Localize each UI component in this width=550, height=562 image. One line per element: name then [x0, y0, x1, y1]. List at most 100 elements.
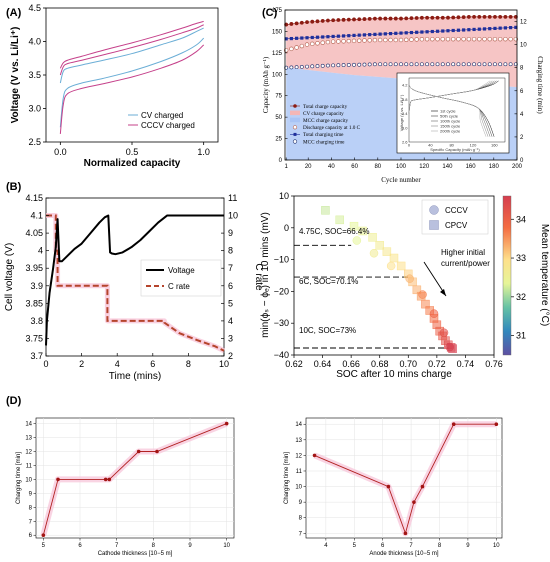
panel-label-c: (C): [262, 7, 278, 19]
point-total-charging-time: [388, 31, 393, 36]
point-discharge-capacity: [377, 37, 383, 43]
xlabel-soc: SOC after 10 mins charge: [336, 369, 452, 380]
point-total-charging-time: [289, 36, 293, 41]
x-tick-label-soc: 0.76: [485, 359, 503, 369]
point-discharge-capacity: [466, 36, 472, 42]
point-discharge-capacity: [445, 36, 451, 42]
inset-y-tick-label: 4.2: [402, 83, 408, 88]
inset-y-tick-label: 2.6: [402, 140, 408, 145]
ylabel-d1: Charging time [min]: [16, 452, 22, 504]
panel-soc-scatter: 0.62 0.64 0.66 0.68 0.70 0.72 0.74 0.76 10 0 −10 −2…: [260, 191, 550, 380]
point-total-charging-time: [425, 30, 429, 34]
x-tick-label-c: 100: [396, 164, 407, 170]
point-discharge-capacity: [325, 39, 331, 45]
y-tick-label-b: 4.05: [25, 228, 43, 238]
point-total-charge-capacity: [404, 16, 409, 21]
inset-x-tick-label: 80: [449, 143, 454, 148]
point-discharge-capacity: [336, 39, 341, 44]
y-tick-label-b: 3.85: [25, 298, 43, 308]
point-total-charge-capacity: [331, 18, 336, 23]
point-total-charge-capacity: [456, 15, 461, 20]
point-mcc-charging-time: [388, 62, 393, 67]
y-tick-label-d2: 14: [295, 422, 302, 428]
point-d2: [420, 484, 425, 489]
point-d1: [41, 533, 46, 538]
y-tick-label-d1: 11: [26, 463, 33, 469]
point-total-charging-time: [394, 31, 398, 35]
y-tick-label-d1: 13: [25, 436, 32, 442]
colorbar-label: Mean temperature (°C): [539, 224, 550, 326]
y-tick-label-d2: 8: [299, 516, 303, 522]
y-tick-label-d1: 14: [25, 422, 32, 428]
series-b: [45, 213, 226, 353]
point-total-charge-capacity: [493, 14, 497, 19]
y2-tick-label-c: 10: [520, 43, 527, 49]
point-total-charging-time: [284, 37, 288, 41]
legend-soc: CCCV CPCV: [421, 199, 489, 235]
y2label-b: C rate: [253, 263, 264, 291]
annotation-475c: 4.75C, SOC=66.4%: [299, 227, 369, 236]
x-tick-label-d1: 5: [42, 543, 46, 549]
y2-tick-label-c: 4: [520, 112, 524, 118]
x-tick-label-b: 0: [43, 359, 48, 369]
x-tick-label-c: 160: [466, 164, 477, 170]
point-discharge-capacity: [471, 36, 477, 42]
point-total-charge-capacity: [482, 14, 487, 19]
point-total-charging-time: [441, 29, 445, 33]
y-tick-label-b: 3.95: [25, 263, 43, 273]
point-discharge-capacity: [304, 42, 310, 47]
point-discharge-capacity: [435, 36, 440, 42]
series-soc: [294, 206, 457, 353]
x-tick-label-c: 180: [489, 164, 500, 170]
point-cccv: [439, 328, 449, 337]
x-tick-label-soc: 0.64: [314, 359, 332, 369]
y2-tick-label-c: 2: [520, 135, 524, 141]
legend-label-cccv: CCCV charged: [141, 121, 195, 130]
point-mcc-charging-time: [310, 64, 315, 69]
x-tick-label-a: 1.0: [197, 147, 210, 157]
y2-tick-label-c: 6: [520, 89, 524, 95]
point-mcc-charging-time: [440, 62, 445, 67]
x-tick-label-d2: 5: [353, 543, 357, 549]
point-total-charge-capacity: [435, 15, 440, 20]
legend-swatch-c: [293, 104, 297, 108]
x-tick-label-d2: 9: [466, 543, 470, 549]
point-mcc-charging-time: [461, 62, 466, 67]
point-mcc-charging-time: [326, 63, 330, 68]
point-discharge-capacity: [419, 37, 425, 42]
point-d1: [56, 477, 60, 482]
point-cpcv: [412, 285, 422, 295]
point-discharge-capacity: [315, 41, 320, 46]
point-mcc-charging-time: [362, 62, 367, 67]
point-cccv: [369, 248, 379, 258]
point-total-charge-capacity: [305, 20, 309, 25]
point-d1: [224, 421, 229, 426]
point-discharge-capacity: [346, 38, 351, 44]
legend-swatch-c: [292, 139, 298, 144]
annotation-current-power: current/power: [441, 259, 490, 268]
point-total-charge-capacity: [487, 14, 492, 19]
point-total-charge-capacity: [336, 18, 341, 22]
point-discharge-capacity: [492, 36, 498, 42]
point-mcc-charging-time: [456, 62, 461, 67]
colorbar-tick-label: 33: [516, 253, 526, 263]
point-total-charge-capacity: [477, 14, 482, 19]
point-mcc-charging-time: [498, 62, 503, 67]
point-cccv: [405, 274, 414, 283]
x-tick-label-d1: 9: [188, 543, 192, 549]
point-cpcv: [382, 247, 392, 256]
point-total-charging-time: [315, 35, 320, 39]
point-discharge-capacity: [482, 36, 487, 42]
point-total-charge-capacity: [362, 17, 367, 21]
y-tick-label-b: 3.7: [30, 351, 43, 361]
point-total-charging-time: [446, 29, 450, 33]
panel-label-b: (B): [6, 181, 22, 193]
point-total-charge-capacity: [440, 15, 445, 20]
y-tick-label-a: 2.5: [28, 137, 41, 147]
x-tick-label-d2: 7: [409, 543, 413, 549]
point-discharge-capacity: [299, 43, 305, 49]
point-discharge-capacity: [294, 45, 299, 50]
inset-y-tick-label: 3.4: [402, 111, 408, 116]
inset-legend-label: 1st cycle: [440, 109, 456, 114]
inset-charge-curve: [408, 80, 491, 114]
